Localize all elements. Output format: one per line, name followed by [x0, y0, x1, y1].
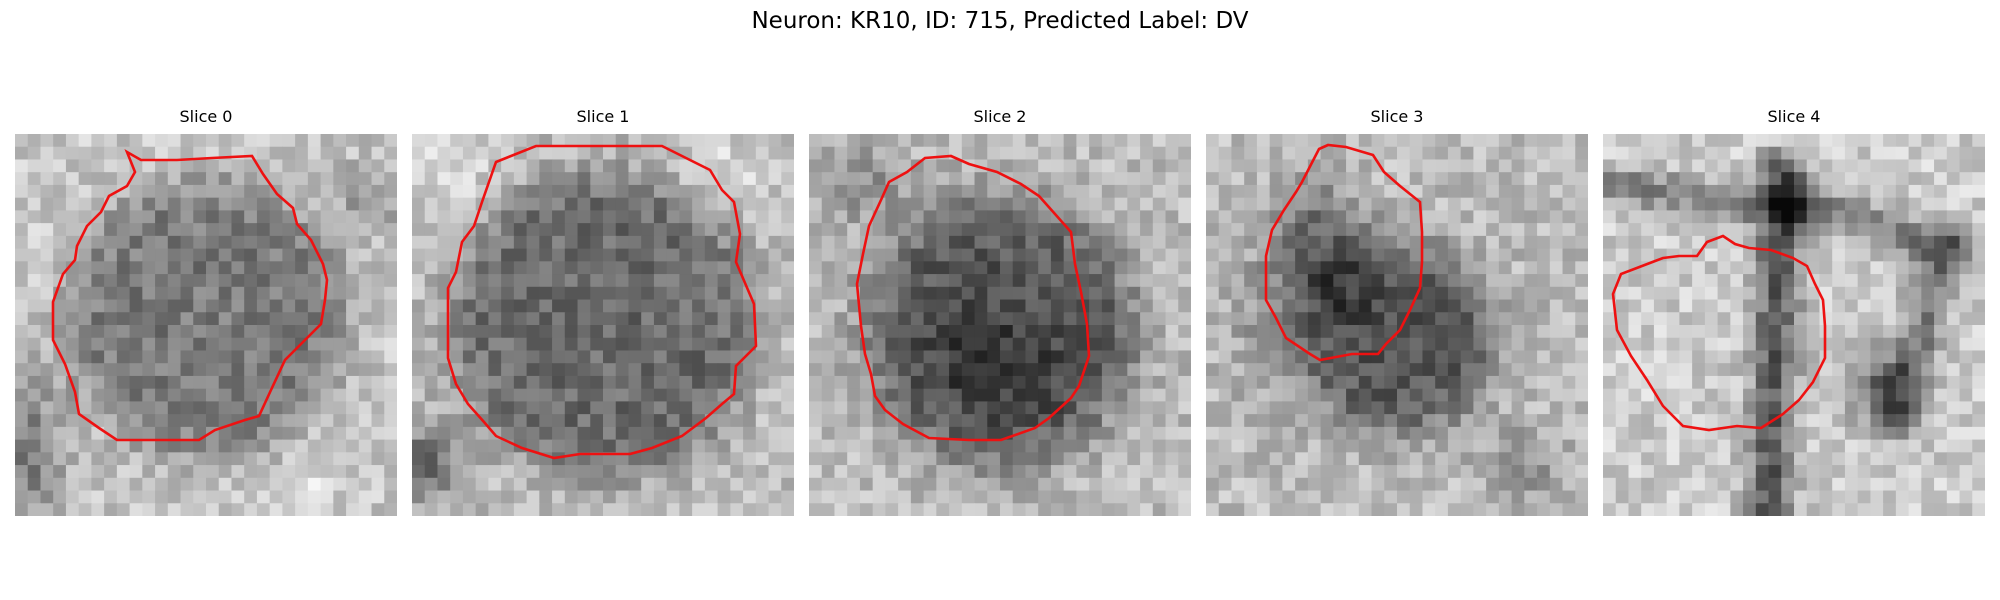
slice-panel-1: Slice 1	[412, 107, 794, 516]
slice-image-0	[15, 134, 397, 516]
slice-title-4: Slice 4	[1767, 107, 1821, 126]
slice-panel-4: Slice 4	[1603, 107, 1985, 516]
figure-title: Neuron: KR10, ID: 715, Predicted Label: …	[751, 8, 1249, 34]
slice-panel-0: Slice 0	[15, 107, 397, 516]
roi-contour-4	[1611, 234, 1827, 432]
roi-contour-3	[1264, 143, 1424, 362]
roi-contour-1	[446, 144, 758, 460]
slice-panel-2: Slice 2	[809, 107, 1191, 516]
slice-image-2	[809, 134, 1191, 516]
slice-image-3	[1206, 134, 1588, 516]
roi-contour-2	[855, 154, 1091, 442]
slice-title-3: Slice 3	[1370, 107, 1424, 126]
slice-panel-3: Slice 3	[1206, 107, 1588, 516]
slice-title-2: Slice 2	[973, 107, 1027, 126]
roi-contour-0	[51, 149, 329, 442]
slice-title-0: Slice 0	[179, 107, 233, 126]
slice-image-4	[1603, 134, 1985, 516]
slice-title-1: Slice 1	[576, 107, 630, 126]
slice-image-1	[412, 134, 794, 516]
